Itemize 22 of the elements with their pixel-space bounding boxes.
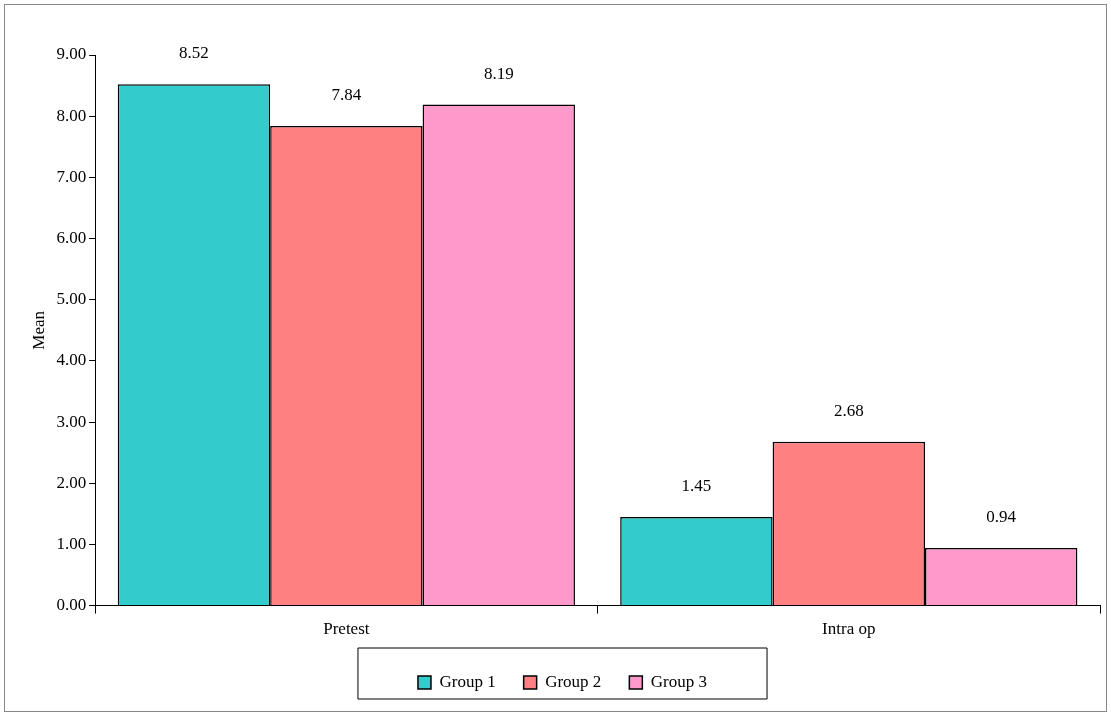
y-tick-label: 9.00 <box>56 44 87 64</box>
y-tick-label: 1.00 <box>56 533 87 553</box>
data-label: 1.45 <box>681 475 712 495</box>
y-tick-label: 6.00 <box>56 228 87 247</box>
legend-label: Group 2 <box>545 671 602 691</box>
legend-label: Group 3 <box>650 671 708 691</box>
y-tick-label: 3.00 <box>56 411 87 431</box>
data-label: 8.52 <box>179 43 209 63</box>
data-label: 2.68 <box>833 400 864 420</box>
y-tick-label: 2.00 <box>56 472 87 492</box>
x-tick-label: Intra op <box>822 619 876 639</box>
x-tick-label: Pretest <box>323 619 370 639</box>
data-label: 7.84 <box>331 84 362 104</box>
data-label: 8.19 <box>483 63 514 83</box>
legend-label: Group 1 <box>439 671 496 691</box>
data-label: 0.94 <box>986 507 1017 527</box>
y-tick-label: 7.00 <box>56 166 87 186</box>
y-axis-title: Mean <box>28 310 48 350</box>
y-tick-label: 0.00 <box>56 595 87 615</box>
y-tick-label: 5.00 <box>56 289 87 309</box>
y-tick-label: 8.00 <box>56 105 87 125</box>
y-tick-label: 4.00 <box>56 350 87 370</box>
